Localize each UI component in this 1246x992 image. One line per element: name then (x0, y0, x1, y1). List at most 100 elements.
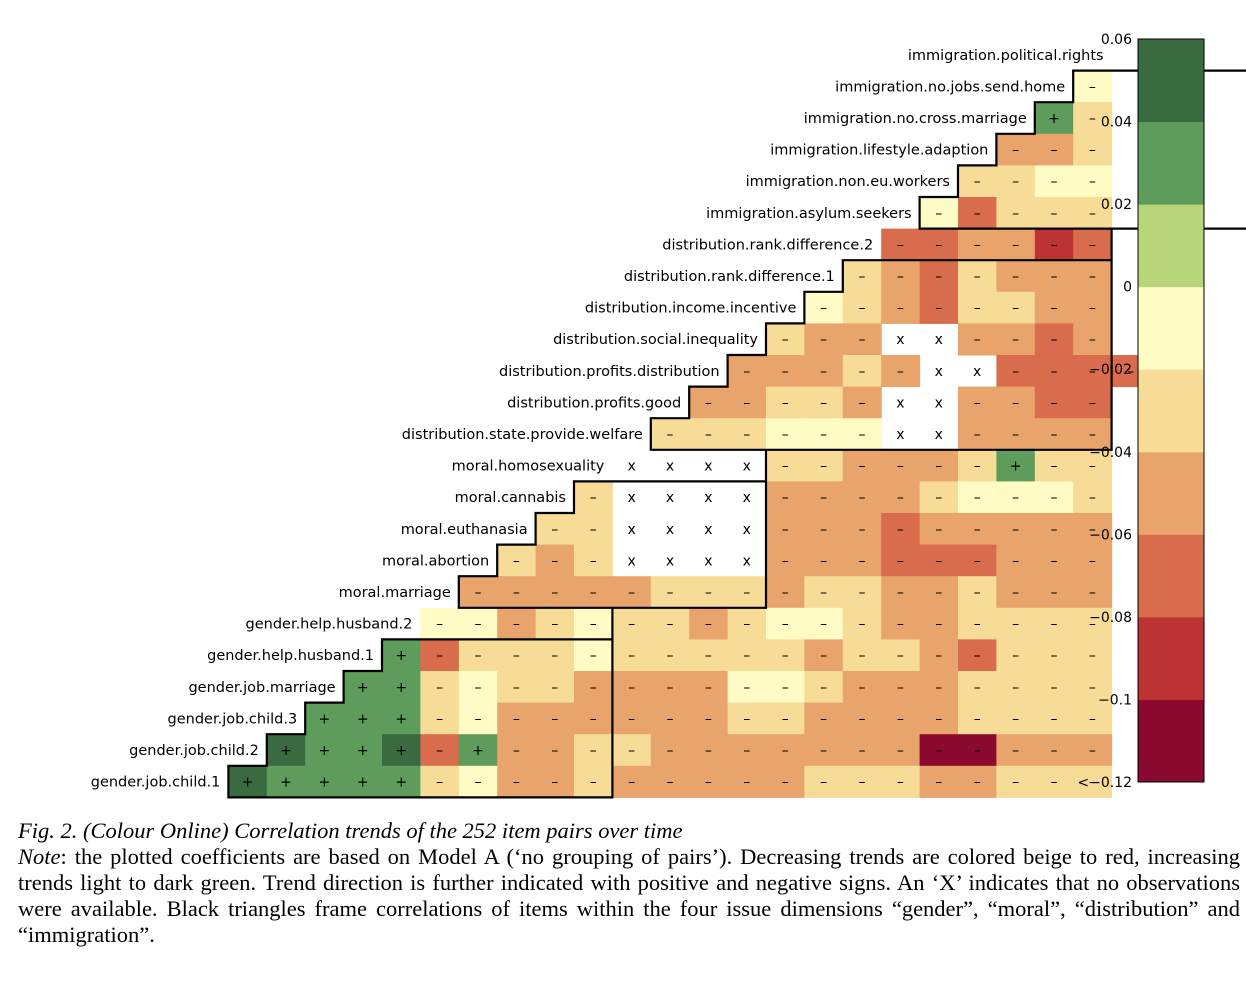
trend-sign: – (1089, 427, 1096, 443)
trend-sign: – (897, 680, 904, 696)
heatmap-cell (1034, 639, 1074, 672)
trend-sign: – (1089, 553, 1096, 569)
figure-title: Fig. 2. (Colour Online) Correlation tren… (18, 818, 683, 843)
trend-sign: – (1089, 143, 1096, 159)
trend-sign: – (590, 522, 597, 538)
heatmap-cell (996, 702, 1036, 735)
heatmap-signs: – + – – – – – – – – – – – – – – – – – – – – – – – – – – – – – – – – – – – – – x… (242, 79, 1135, 790)
trend-sign: – (859, 364, 866, 380)
heatmap-cell (766, 386, 805, 419)
trend-sign: – (974, 680, 981, 696)
trend-sign: – (590, 743, 597, 759)
trend-sign: – (1089, 743, 1096, 759)
trend-sign: – (782, 711, 789, 727)
heatmap-cell (497, 671, 537, 704)
heatmap-cell (996, 228, 1036, 261)
heatmap-cell (842, 734, 882, 767)
trend-sign: – (513, 680, 520, 696)
trend-sign: – (475, 585, 482, 601)
trend-sign: – (436, 711, 443, 727)
heatmap-cell (727, 576, 767, 609)
heatmap-cell (842, 639, 882, 672)
trend-sign: – (1051, 743, 1058, 759)
heatmap-cell (1034, 197, 1074, 230)
heatmap-cell (881, 671, 921, 704)
heatmap-cell (804, 481, 844, 514)
heatmap-cell (420, 702, 460, 735)
trend-sign: + (1010, 459, 1022, 475)
missing-marker: x (743, 553, 751, 569)
trend-sign: + (357, 743, 369, 759)
trend-sign: – (897, 648, 904, 664)
trend-sign: – (1051, 364, 1058, 380)
trend-sign: – (782, 332, 789, 348)
missing-marker: x (666, 490, 674, 506)
trend-sign: – (1051, 585, 1058, 601)
heatmap-cell (804, 607, 844, 640)
trend-sign: – (782, 553, 789, 569)
heatmap-cell (458, 734, 498, 767)
heatmap-cell (574, 671, 613, 704)
heatmap-cell (574, 639, 613, 672)
trend-sign: – (590, 585, 597, 601)
trend-sign: – (1089, 522, 1096, 538)
trend-sign: – (1089, 332, 1096, 348)
trend-sign: – (1051, 174, 1058, 190)
missing-marker: x (627, 553, 635, 569)
trend-sign: – (935, 648, 942, 664)
trend-sign: – (1051, 648, 1058, 664)
trend-sign: – (1051, 143, 1058, 159)
heatmap-cell (996, 671, 1036, 704)
heatmap-cell (958, 576, 997, 609)
heatmap-cell (1073, 418, 1113, 451)
heatmap-cell (535, 765, 575, 798)
heatmap-cell (881, 291, 921, 324)
trend-sign: – (475, 648, 482, 664)
heatmap-cell (958, 291, 997, 324)
trend-sign: – (935, 680, 942, 696)
heatmap-cell (919, 513, 959, 546)
trend-sign: – (436, 680, 443, 696)
heatmap-cell (535, 671, 575, 704)
trend-sign: – (974, 237, 981, 253)
trend-sign: – (628, 617, 635, 633)
trend-sign: – (1051, 206, 1058, 222)
heatmap-cell (689, 702, 729, 735)
trend-sign: – (743, 680, 750, 696)
heatmap-cell (842, 513, 882, 546)
trend-sign: – (667, 711, 674, 727)
trend-sign: – (935, 269, 942, 285)
heatmap-cell (727, 639, 767, 672)
heatmap-cell (497, 734, 537, 767)
heatmap-cell (266, 734, 306, 767)
heatmap-cell (881, 260, 921, 293)
heatmap-cell (766, 734, 805, 767)
trend-sign: – (859, 395, 866, 411)
trend-sign: – (1012, 522, 1019, 538)
trend-sign: – (820, 585, 827, 601)
trend-sign: – (859, 459, 866, 475)
trend-sign: – (705, 711, 712, 727)
trend-sign: – (743, 427, 750, 443)
heatmap-cell (382, 734, 421, 767)
frame-immigration (918, 69, 1246, 230)
missing-marker: x (935, 427, 943, 443)
trend-sign: – (974, 459, 981, 475)
trend-sign: – (1051, 269, 1058, 285)
colorbar-tick-label: 0.06 (1101, 32, 1132, 48)
trend-sign: – (475, 711, 482, 727)
trend-sign: – (551, 743, 558, 759)
row-label: gender.help.husband.1 (207, 648, 374, 664)
colorbar-bin (1138, 286, 1204, 370)
heatmap-cell (919, 197, 959, 230)
trend-sign: – (1012, 332, 1019, 348)
heatmap-cell (1073, 576, 1113, 609)
trend-sign: – (1089, 79, 1096, 95)
trend-sign: – (667, 617, 674, 633)
heatmap-cell (919, 702, 959, 735)
trend-sign: – (820, 553, 827, 569)
heatmap-cell (1034, 449, 1074, 482)
trend-sign: – (974, 743, 981, 759)
heatmap-cell (766, 544, 805, 577)
missing-marker: x (743, 522, 751, 538)
